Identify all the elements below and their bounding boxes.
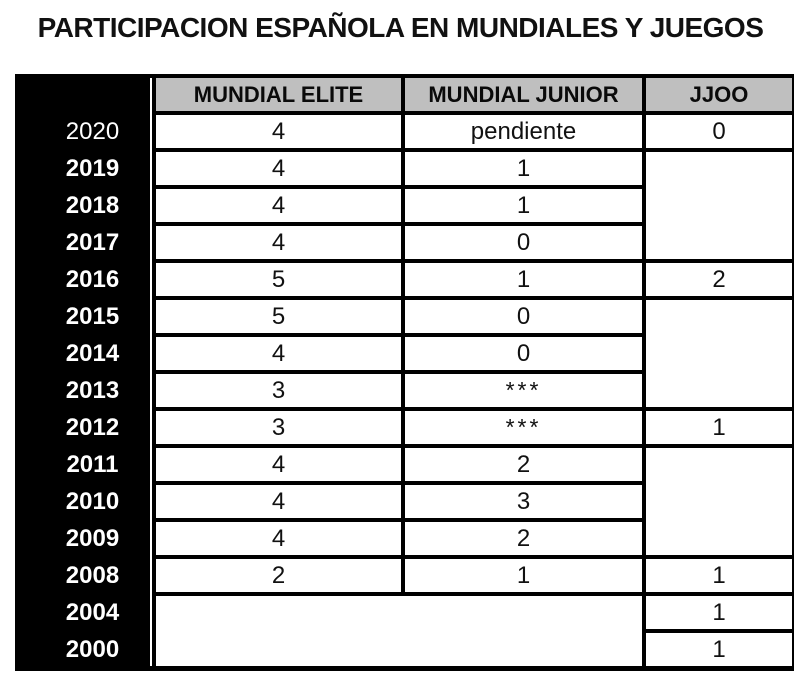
cell-2017-mundial-junior: 0: [405, 226, 642, 259]
cell-2019-mundial-elite: 4: [156, 152, 401, 185]
cell-2012-mundial-junior: ***: [405, 411, 642, 444]
cell-2008-mundial-junior: 1: [405, 559, 642, 592]
year-2011: 2011: [19, 448, 152, 481]
cell-2013-mundial-elite: 3: [156, 374, 401, 407]
header-mundial-elite: MUNDIAL ELITE: [156, 78, 401, 111]
cell-2016-mundial-elite: 5: [156, 263, 401, 296]
cell-2011-mundial-elite: 4: [156, 448, 401, 481]
corner-cell: [19, 78, 152, 111]
cell-2019-mundial-junior: 1: [405, 152, 642, 185]
cell-2015-mundial-junior: 0: [405, 300, 642, 333]
cell-2016-jjoo: 2: [646, 263, 792, 296]
cell-2012-jjoo: 1: [646, 411, 792, 444]
cell-2018-mundial-junior: 1: [405, 189, 642, 222]
year-2016: 2016: [19, 263, 152, 296]
cell-2009-mundial-elite: 4: [156, 522, 401, 555]
cell-2020-mundial-junior: pendiente: [405, 115, 642, 148]
year-2019: 2019: [19, 152, 152, 185]
year-2020: 2020: [19, 115, 152, 148]
cell-2010-mundial-elite: 4: [156, 485, 401, 518]
cell-2008-mundial-elite: 2: [156, 559, 401, 592]
cell-2015-2013-jjoo-merged-empty: [646, 300, 792, 407]
header-jjoo: JJOO: [646, 78, 792, 111]
year-2013: 2013: [19, 374, 152, 407]
cell-2020-mundial-elite: 4: [156, 115, 401, 148]
year-column-white-divider: [150, 78, 152, 666]
page-title: PARTICIPACION ESPAÑOLA EN MUNDIALES Y JU…: [37, 12, 764, 43]
cell-2018-mundial-elite: 4: [156, 189, 401, 222]
cell-2016-mundial-junior: 1: [405, 263, 642, 296]
year-2014: 2014: [19, 337, 152, 370]
cell-2014-mundial-junior: 0: [405, 337, 642, 370]
cell-2019-2017-jjoo-merged-empty: [646, 152, 792, 259]
year-2010: 2010: [19, 485, 152, 518]
cell-2020-jjoo: 0: [646, 115, 792, 148]
year-2015: 2015: [19, 300, 152, 333]
year-2018: 2018: [19, 189, 152, 222]
cell-2014-mundial-elite: 4: [156, 337, 401, 370]
year-2009: 2009: [19, 522, 152, 555]
cell-2011-mundial-junior: 2: [405, 448, 642, 481]
year-2008: 2008: [19, 559, 152, 592]
cell-2011-2009-jjoo-merged-empty: [646, 448, 792, 555]
year-2004: 2004: [19, 596, 152, 629]
year-2017: 2017: [19, 226, 152, 259]
header-mundial-junior: MUNDIAL JUNIOR: [405, 78, 642, 111]
cell-2000-jjoo: 1: [646, 633, 792, 666]
cell-2013-mundial-junior: ***: [405, 374, 642, 407]
cell-2015-mundial-elite: 5: [156, 300, 401, 333]
participation-table: MUNDIAL ELITE MUNDIAL JUNIOR JJOO 2020 2…: [15, 74, 794, 671]
cell-2008-jjoo: 1: [646, 559, 792, 592]
cell-2017-mundial-elite: 4: [156, 226, 401, 259]
year-2012: 2012: [19, 411, 152, 444]
cell-2012-mundial-elite: 3: [156, 411, 401, 444]
cell-2009-mundial-junior: 2: [405, 522, 642, 555]
cell-2010-mundial-junior: 3: [405, 485, 642, 518]
year-2000: 2000: [19, 633, 152, 666]
cell-2004-jjoo: 1: [646, 596, 792, 629]
cell-2004-2000-merged-empty: [156, 596, 642, 666]
